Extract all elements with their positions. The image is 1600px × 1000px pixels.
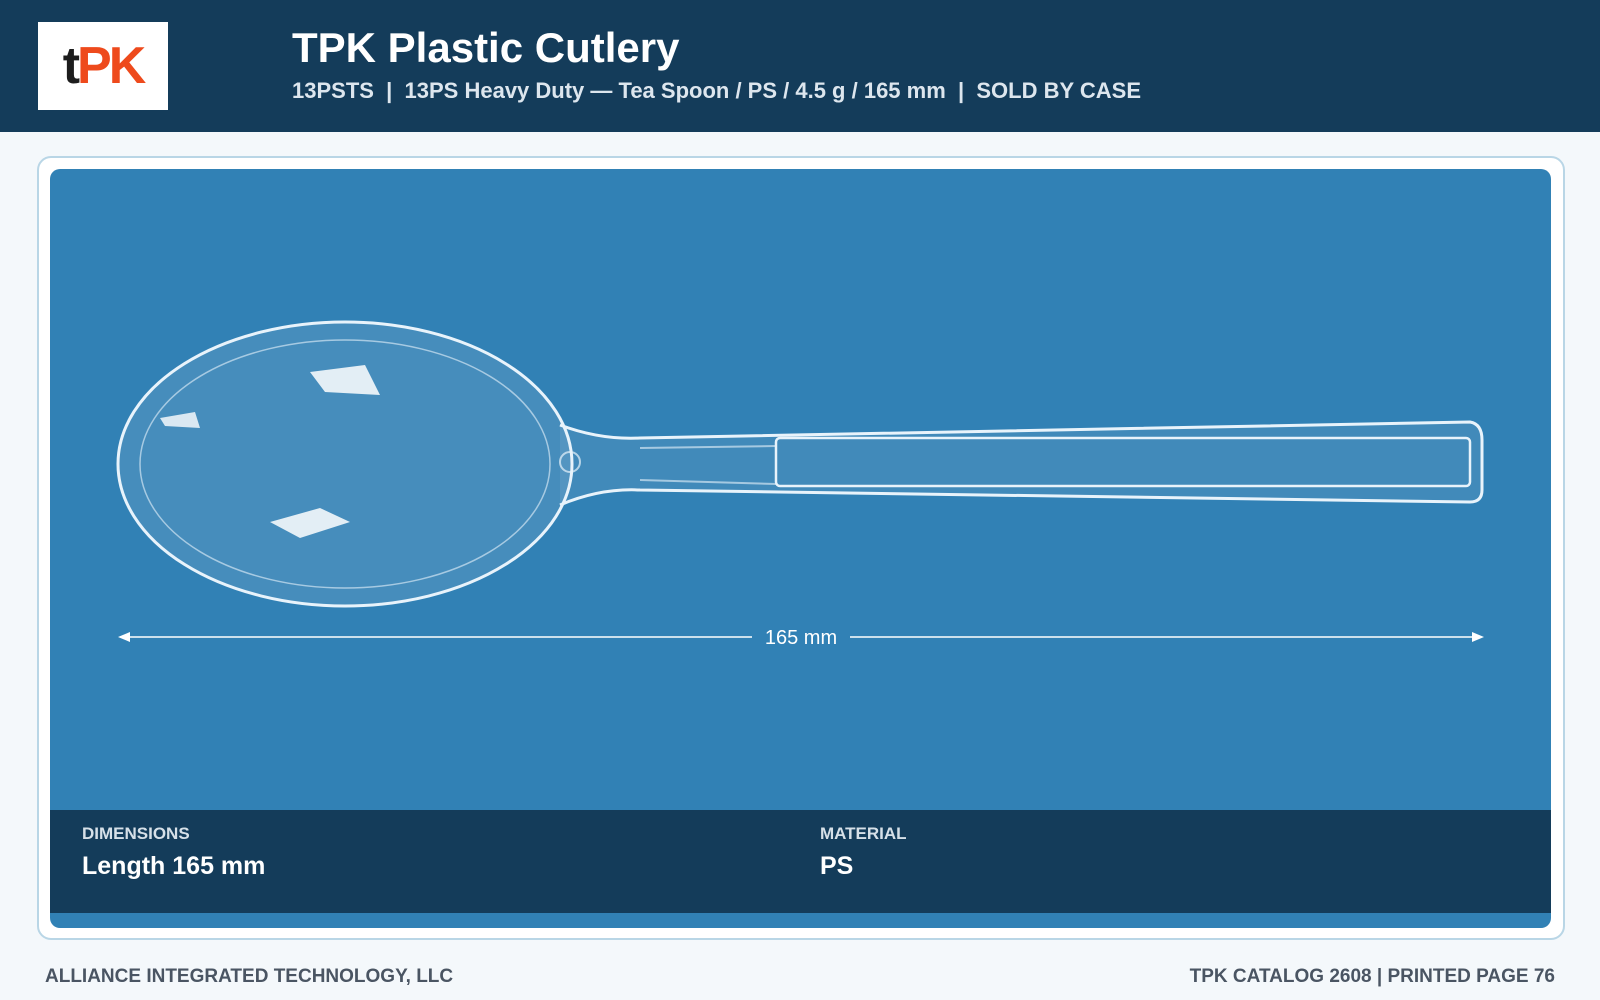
spec-value: PS: [820, 852, 854, 880]
product-photo: 165 mm DIMENSIONS Length 165 mm MATERIAL P…: [50, 169, 1551, 928]
footer-left: ALLIANCE INTEGRATED TECHNOLOGY, LLC: [45, 966, 454, 987]
logo-part: t: [62, 37, 80, 95]
spec: MATERIAL PS: [820, 824, 907, 881]
spec: DIMENSIONS Length 165 mm: [82, 824, 265, 881]
logo: t PK: [38, 22, 168, 110]
spec-bar: DIMENSIONS Length 165 mm MATERIAL PS: [50, 810, 1551, 913]
title: TPK Plastic Cutlery: [292, 24, 680, 71]
logo-part: PK: [77, 37, 146, 95]
subtitle: 13PSTS | 13PS Heavy Duty — Tea Spoon / P…: [292, 78, 1141, 103]
dimension-label: 165 mm: [765, 627, 837, 649]
header: t PK TPK Plastic Cutlery 13PSTS | 13PS He…: [0, 0, 1600, 132]
footer-right: TPK CATALOG 2608 | PRINTED PAGE 76: [1189, 966, 1555, 987]
spec-label: MATERIAL: [820, 824, 907, 843]
spec-label: DIMENSIONS: [82, 824, 190, 843]
spoon-image: 165 mm: [116, 320, 1484, 649]
spec-value: Length 165 mm: [82, 852, 266, 880]
